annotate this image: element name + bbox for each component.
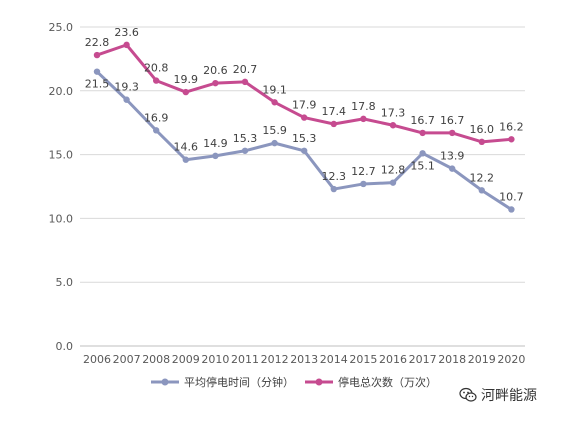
data-point-series-1[interactable]: [478, 187, 485, 194]
data-point-series-2[interactable]: [241, 78, 249, 86]
data-point-series-2[interactable]: [449, 129, 456, 137]
data-point-series-1[interactable]: [153, 127, 160, 134]
x-tick-label: 2015: [349, 353, 377, 366]
data-label-series-1: 15.3: [233, 132, 258, 145]
data-point-series-2[interactable]: [389, 122, 397, 129]
data-label-series-1: 16.9: [144, 111, 169, 124]
series-line-2: [96, 43, 512, 144]
wechat-icon: [459, 387, 477, 402]
data-label-series-2: 23.6: [114, 26, 139, 39]
data-label-series-2: 17.9: [292, 99, 317, 112]
x-tick-label: 2010: [201, 353, 229, 366]
data-label-series-1: 12.2: [470, 171, 495, 184]
data-label-series-2: 16.7: [410, 114, 435, 127]
data-label-series-2: 20.8: [144, 62, 169, 75]
data-label-series-2: 17.8: [351, 100, 376, 113]
data-point-series-2[interactable]: [508, 136, 515, 143]
data-label-series-1: 19.3: [114, 81, 139, 94]
data-label-series-1: 15.9: [262, 124, 287, 137]
data-label-series-1: 12.3: [322, 170, 347, 183]
y-tick-label: 20.0: [49, 85, 74, 98]
data-label-series-2: 16.2: [499, 120, 524, 133]
data-point-series-1[interactable]: [419, 150, 426, 157]
data-point-series-1[interactable]: [123, 96, 130, 103]
data-point-series-2[interactable]: [93, 51, 101, 59]
data-label-series-2: 20.7: [233, 63, 258, 76]
data-point-series-2[interactable]: [478, 138, 485, 146]
data-label-series-2: 19.1: [262, 83, 287, 96]
data-labels: 21.5 22.8 19.3 23.6 16.9 20.8 14.6 19.9 14.9 20.6…: [85, 26, 524, 204]
data-point-series-2[interactable]: [330, 120, 337, 128]
watermark-text: 河畔能源: [481, 388, 537, 404]
data-label-series-2: 17.4: [322, 105, 347, 118]
data-point-series-2[interactable]: [153, 77, 160, 84]
data-point-series-1[interactable]: [508, 206, 515, 213]
data-label-series-2: 16.7: [440, 114, 465, 127]
data-label-series-2: 16.0: [470, 123, 495, 136]
legend: 平均停电时间（分钟） 停电总次数（万次）: [151, 375, 437, 389]
legend-marker-series-2: [315, 378, 323, 386]
data-point-series-1[interactable]: [271, 139, 278, 147]
data-point-series-2[interactable]: [123, 41, 130, 49]
data-point-series-1[interactable]: [301, 147, 308, 154]
data-point-series-1[interactable]: [182, 156, 189, 163]
x-tick-label: 2012: [261, 353, 289, 366]
data-label-series-1: 10.7: [499, 190, 524, 203]
data-label-series-1: 15.3: [292, 132, 317, 145]
data-point-series-1[interactable]: [360, 180, 367, 188]
x-tick-label: 2013: [290, 353, 318, 366]
y-tick-label: 15.0: [49, 149, 74, 162]
y-tick-label: 0.0: [56, 340, 74, 353]
data-point-series-2[interactable]: [360, 115, 367, 123]
data-label-series-1: 15.1: [410, 159, 435, 172]
x-tick-label: 2011: [231, 353, 259, 366]
data-point-series-1[interactable]: [212, 152, 219, 160]
legend-item-series-2[interactable]: 停电总次数（万次）: [305, 375, 437, 389]
data-label-series-1: 12.8: [381, 164, 406, 177]
data-label-series-1: 14.6: [174, 141, 199, 154]
x-tick-label: 2017: [409, 353, 437, 366]
x-tick-label: 2016: [379, 353, 407, 366]
legend-marker-series-1: [161, 378, 169, 386]
data-label-series-1: 21.5: [85, 78, 110, 91]
y-tick-label: 25.0: [49, 21, 74, 34]
x-tick-label: 2020: [497, 353, 525, 366]
watermark: 河畔能源: [459, 385, 537, 405]
data-point-series-1[interactable]: [241, 147, 249, 154]
gridlines: [80, 26, 525, 347]
data-point-series-2[interactable]: [271, 99, 278, 106]
data-point-series-2[interactable]: [182, 88, 189, 96]
x-tick-label: 2007: [113, 353, 141, 366]
series-lines: [93, 41, 515, 213]
x-tick-label: 2014: [320, 353, 348, 366]
data-label-series-2: 19.9: [174, 73, 199, 86]
data-label-series-2: 22.8: [85, 36, 110, 49]
legend-label-series-1: 平均停电时间（分钟）: [184, 375, 294, 389]
x-axis-ticks: 2006 2007 2008 2009 2010 2011 2012 2013 2014 2015…: [83, 353, 525, 366]
data-point-series-1[interactable]: [389, 179, 397, 186]
data-point-series-2[interactable]: [301, 114, 308, 121]
data-label-series-1: 13.9: [440, 150, 465, 163]
data-point-series-2[interactable]: [419, 129, 426, 137]
data-label-series-1: 12.7: [351, 165, 376, 178]
x-tick-label: 2006: [83, 353, 111, 366]
data-label-series-2: 17.3: [381, 106, 406, 119]
data-point-series-2[interactable]: [212, 79, 219, 87]
legend-label-series-2: 停电总次数（万次）: [338, 375, 437, 389]
y-tick-label: 5.0: [56, 276, 74, 289]
x-tick-label: 2008: [142, 353, 170, 366]
data-label-series-2: 20.6: [203, 64, 228, 77]
legend-item-series-1[interactable]: 平均停电时间（分钟）: [151, 375, 294, 389]
data-label-series-1: 14.9: [203, 137, 228, 150]
x-tick-label: 2009: [172, 353, 200, 366]
data-point-series-1[interactable]: [93, 68, 101, 75]
y-axis-ticks: 0.0 5.0 10.0 15.0 20.0 25.0: [49, 21, 74, 353]
data-point-series-1[interactable]: [449, 165, 456, 172]
data-point-series-1[interactable]: [330, 185, 337, 193]
x-tick-label: 2019: [468, 353, 496, 366]
x-tick-label: 2018: [438, 353, 466, 366]
y-tick-label: 10.0: [49, 212, 74, 225]
